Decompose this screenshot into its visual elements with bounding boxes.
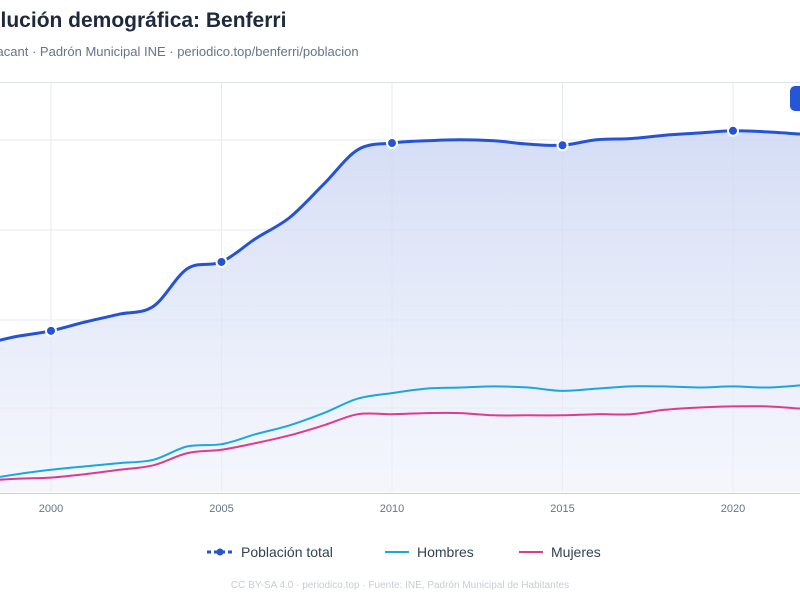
legend-item-mujeres[interactable]: Mujeres xyxy=(519,544,601,560)
legend-label-mujeres: Mujeres xyxy=(551,544,601,560)
legend-label-hombres: Hombres xyxy=(417,544,474,560)
chart-menu-button[interactable] xyxy=(790,86,800,111)
series-line-hombres xyxy=(0,384,800,478)
data-point-2000 xyxy=(45,324,57,337)
x-tick-label-2005: 2005 xyxy=(209,503,233,515)
data-point-2015 xyxy=(556,139,569,152)
data-point-2020 xyxy=(727,124,739,137)
x-tick-label-2010: 2010 xyxy=(380,503,404,515)
x-tick-label-2020: 2020 xyxy=(721,503,745,515)
x-tick-label-2000: 2000 xyxy=(39,503,63,515)
footer-credits: CC BY-SA 4.0 · periodico.top · Fuente: I… xyxy=(230,580,570,591)
legend-swatch-mujeres xyxy=(519,551,543,553)
legend-label-total: Población total xyxy=(241,544,333,560)
chart-title: Evolución demográfica: Benferri xyxy=(0,9,287,32)
area-poblacion-total xyxy=(0,130,800,492)
data-point-2005 xyxy=(215,255,228,268)
legend-swatch-total xyxy=(207,548,233,556)
data-point-2010 xyxy=(386,137,398,150)
x-tick-label-2015: 2015 xyxy=(550,503,574,515)
chart-subtitle: Alacant · Padrón Municipal INE · periodi… xyxy=(0,44,359,59)
plot-series-group xyxy=(0,124,800,492)
legend-item-hombres[interactable]: Hombres xyxy=(385,544,474,560)
chart-legend: Población total Hombres Mujeres xyxy=(0,544,800,564)
legend-swatch-hombres xyxy=(385,551,409,553)
legend-item-total[interactable]: Población total xyxy=(207,544,333,560)
series-line-mujeres xyxy=(0,405,800,481)
plot-area xyxy=(0,82,800,494)
